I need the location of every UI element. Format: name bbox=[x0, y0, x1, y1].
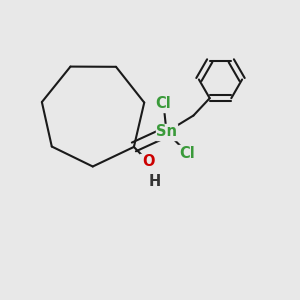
Text: H: H bbox=[148, 174, 160, 189]
Bar bbox=[156, 124, 177, 140]
Text: Cl: Cl bbox=[156, 96, 171, 111]
Text: Cl: Cl bbox=[180, 146, 195, 160]
Text: Sn: Sn bbox=[156, 124, 177, 140]
Bar bbox=[154, 95, 173, 112]
Bar bbox=[140, 154, 157, 170]
Text: O: O bbox=[142, 154, 155, 169]
Bar bbox=[178, 145, 197, 161]
